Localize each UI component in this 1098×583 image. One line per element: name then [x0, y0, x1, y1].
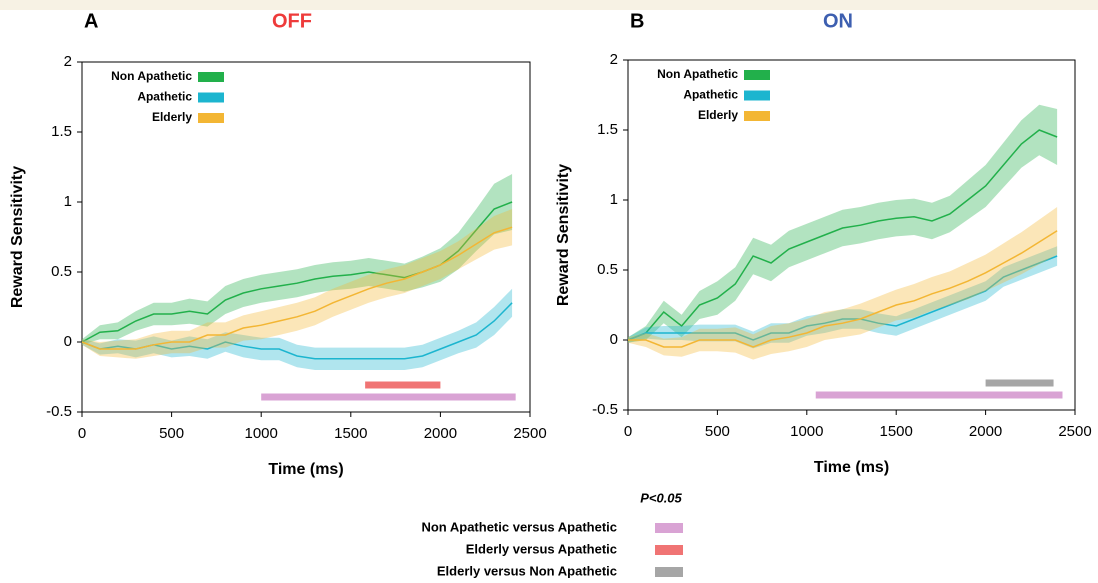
significance-swatch	[655, 545, 683, 555]
x-tick-label: 2500	[1058, 423, 1091, 440]
x-tick-label: 2000	[969, 423, 1002, 440]
legend-label: Elderly	[152, 110, 192, 124]
x-tick-label: 2500	[513, 425, 546, 442]
legend-label: Apathetic	[683, 88, 738, 102]
panel-title: ON	[823, 10, 853, 32]
significance-label: Elderly versus Non Apathetic	[437, 563, 617, 578]
series-line	[627, 255, 1058, 341]
legend-swatch	[744, 70, 770, 80]
significance-title: P<0.05	[640, 490, 682, 505]
legend-label: Elderly	[698, 108, 738, 122]
y-tick-label: 0.5	[597, 261, 618, 278]
y-tick-label: -0.5	[46, 403, 72, 420]
y-tick-label: 0	[610, 331, 618, 348]
x-axis-label: Time (ms)	[814, 459, 889, 476]
x-tick-label: 0	[78, 425, 86, 442]
x-tick-label: 2000	[424, 425, 457, 442]
legend-swatch	[744, 111, 770, 121]
panel-letter: B	[630, 10, 644, 32]
y-tick-label: 2	[64, 53, 72, 70]
y-tick-label: 1	[610, 191, 618, 208]
legend-swatch	[198, 72, 224, 82]
top-strip	[0, 0, 1098, 10]
x-axis-label: Time (ms)	[268, 461, 343, 478]
legend-swatch	[744, 90, 770, 101]
plot-frame	[81, 61, 531, 413]
legend-label: Non Apathetic	[111, 69, 192, 83]
error-band	[82, 209, 513, 359]
x-tick-label: 500	[705, 423, 730, 440]
significance-label: Elderly versus Apathetic	[466, 541, 617, 556]
x-tick-label: 1000	[790, 423, 823, 440]
x-tick-label: 500	[159, 425, 184, 442]
y-tick-label: 1.5	[51, 123, 72, 140]
y-tick-label: 1.5	[597, 121, 618, 138]
y-tick-label: 1	[64, 193, 72, 210]
legend-swatch	[198, 92, 224, 103]
error-band	[82, 288, 513, 370]
x-tick-label: 1500	[880, 423, 913, 440]
series-line	[628, 230, 1058, 348]
y-axis-label: Reward Sensitivity	[555, 164, 572, 306]
y-tick-label: 0.5	[51, 263, 72, 280]
error-band	[628, 104, 1058, 343]
y-tick-label: -0.5	[592, 401, 618, 418]
plot-frame	[627, 59, 1076, 411]
y-tick-label: 0	[64, 333, 72, 350]
x-tick-label: 0	[624, 423, 632, 440]
panel-title: OFF	[272, 10, 312, 32]
legend-swatch	[198, 113, 224, 123]
significance-bar	[261, 393, 516, 401]
x-tick-label: 1000	[245, 425, 278, 442]
significance-label: Non Apathetic versus Apathetic	[421, 519, 617, 534]
legend-label: Non Apathetic	[657, 67, 738, 81]
series-line	[81, 226, 513, 350]
y-axis-label: Reward Sensitivity	[9, 166, 26, 308]
significance-bar	[365, 381, 441, 389]
significance-bar	[815, 391, 1063, 399]
legend-label: Apathetic	[137, 90, 192, 104]
panel-letter: A	[84, 10, 98, 32]
x-tick-label: 1500	[334, 425, 367, 442]
error-band	[628, 207, 1058, 360]
series-line	[627, 129, 1058, 341]
significance-swatch	[655, 523, 683, 533]
significance-bar	[985, 379, 1054, 387]
error-band	[82, 174, 513, 345]
y-tick-label: 2	[610, 51, 618, 68]
significance-swatch	[655, 567, 683, 577]
